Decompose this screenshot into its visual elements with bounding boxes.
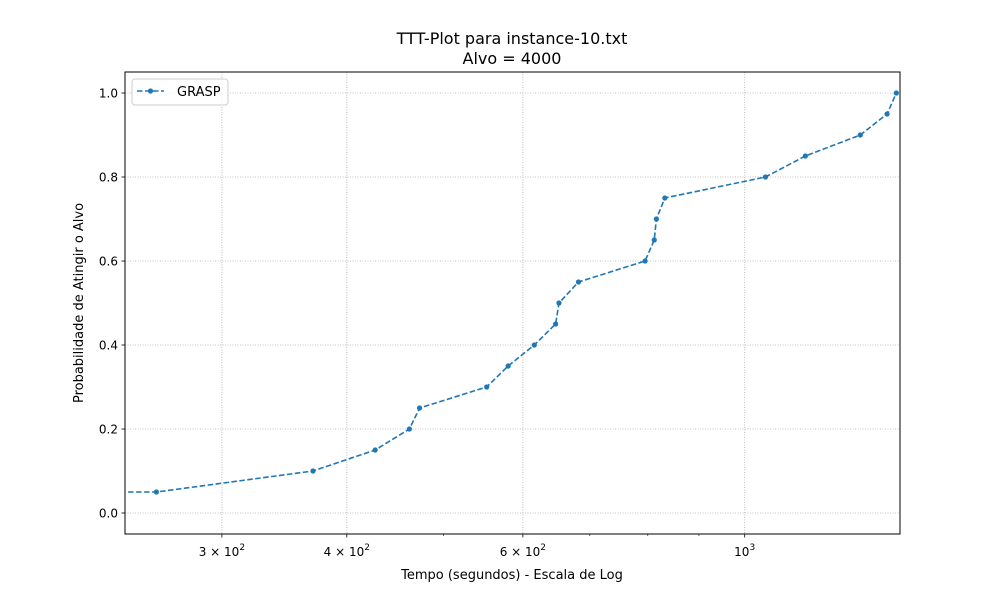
y-axis-label: Probabilidade de Atingir o Alvo <box>72 203 87 403</box>
plot-area <box>0 90 899 495</box>
data-point <box>372 447 378 453</box>
y-tick-label: 0.8 <box>99 171 118 185</box>
y-tick-label: 0.6 <box>99 255 118 269</box>
x-tick-label: 3 × 102 <box>199 543 245 559</box>
data-point <box>642 258 648 264</box>
data-point <box>153 489 160 495</box>
chart-subtitle: Alvo = 4000 <box>463 49 562 68</box>
legend-marker <box>147 88 154 94</box>
x-tick-label: 4 × 102 <box>324 543 370 559</box>
legend-label: GRASP <box>177 85 221 100</box>
x-tick-label: 6 × 102 <box>500 543 546 559</box>
data-point <box>884 111 890 117</box>
axis-ticks: 3 × 102 4 × 102 6 × 102 103 0.0 0.2 0.4 0.6 0.8 1… <box>99 87 755 560</box>
data-point <box>406 426 412 432</box>
data-point <box>653 216 659 222</box>
data-point <box>531 342 537 348</box>
data-point <box>553 321 559 327</box>
series-line <box>125 92 898 493</box>
data-point <box>802 153 808 159</box>
data-point <box>893 90 899 96</box>
y-tick-label: 1.0 <box>99 87 118 101</box>
data-point <box>505 363 511 369</box>
data-point <box>417 405 423 411</box>
grid <box>125 72 900 534</box>
series-grasp <box>0 90 899 495</box>
data-point <box>662 195 668 201</box>
axes-frame <box>124 71 901 535</box>
data-point <box>484 384 490 390</box>
y-tick-label: 0.4 <box>99 339 118 353</box>
x-tick-label: 103 <box>734 543 755 559</box>
data-point <box>575 279 582 285</box>
data-point <box>857 132 863 138</box>
legend-box <box>131 78 229 106</box>
y-tick-label: 0.0 <box>99 507 118 521</box>
x-axis-label: Tempo (segundos) - Escala de Log <box>400 568 623 583</box>
y-tick-label: 0.2 <box>99 423 118 437</box>
legend: GRASP <box>131 78 229 106</box>
data-point <box>651 237 657 243</box>
data-point <box>556 300 562 306</box>
data-point <box>0 489 3 494</box>
data-point <box>762 174 769 180</box>
chart-title: TTT-Plot para instance-10.txt <box>396 29 628 48</box>
data-point <box>310 468 316 474</box>
